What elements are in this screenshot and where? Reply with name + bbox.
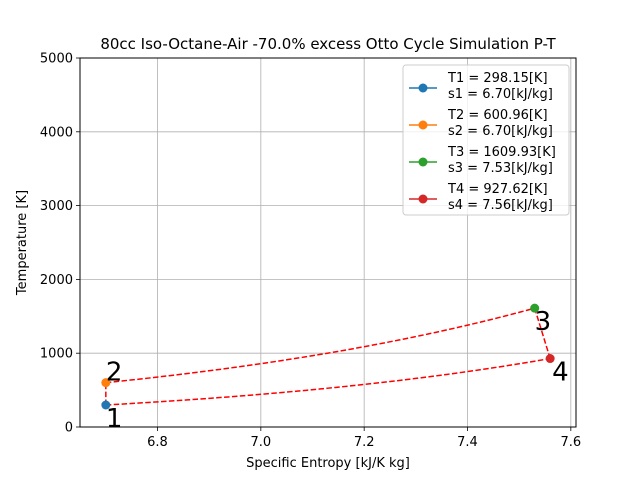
legend-entry-text: s1 = 6.70[kJ/kg]	[448, 87, 553, 102]
legend-marker-1	[418, 83, 428, 93]
state-label-3: 3	[535, 307, 552, 337]
state-label-2: 2	[106, 358, 123, 388]
axis-ticks: 6.8 7.0 7.2 7.4 7.6 0 1000 2000 3000 4000 5000	[40, 52, 581, 451]
legend-entry-text: s2 = 6.70[kJ/kg]	[448, 124, 553, 139]
y-tick-label: 0	[65, 421, 73, 436]
state-point-1	[101, 400, 111, 410]
legend-entry-text: T4 = 927.62[K]	[447, 182, 548, 197]
x-axis-label: Specific Entropy [kJ/K kg]	[246, 456, 410, 471]
state-label-1: 1	[106, 404, 123, 434]
state-label-4: 4	[552, 358, 569, 388]
legend-box	[402, 64, 570, 216]
plot-frame	[79, 57, 577, 428]
state-points: 1 2 34	[101, 303, 569, 434]
legend-entry-text: s3 = 7.53[kJ/kg]	[448, 161, 553, 176]
legend-marker-4	[418, 194, 428, 204]
y-tick-label: 5000	[40, 52, 73, 67]
y-tick-label: 2000	[40, 273, 73, 288]
legend: T1 = 298.15[K]s1 = 6.70[kJ/kg] T2 = 600.9…	[402, 64, 570, 216]
chart-title: 80cc Iso-Octane-Air -70.0% excess Otto C…	[100, 35, 556, 53]
legend-entry-text: s4 = 7.56[kJ/kg]	[448, 198, 553, 213]
legend-entry-text: T1 = 298.15[K]	[447, 71, 548, 86]
y-tick-label: 4000	[40, 125, 73, 140]
y-axis-label: Temperature [K]	[15, 190, 30, 296]
x-tick-label: 7.6	[560, 435, 581, 450]
process-3-4	[533, 307, 551, 359]
state-point-3	[530, 303, 540, 313]
legend-entry-text: T3 = 1609.93[K]	[447, 145, 556, 160]
x-tick-label: 7.4	[457, 435, 478, 450]
legend-entry-text: T2 = 600.96[K]	[447, 108, 548, 123]
y-tick-label: 3000	[40, 199, 73, 214]
process-4-1	[105, 357, 551, 406]
x-tick-label: 7.0	[250, 435, 271, 450]
process-2-3	[105, 307, 535, 384]
y-tick-label: 1000	[40, 347, 73, 362]
state-point-4	[545, 354, 555, 364]
state-point-2	[101, 378, 111, 388]
x-tick-label: 7.2	[354, 435, 375, 450]
legend-marker-2	[418, 120, 428, 130]
x-tick-label: 6.8	[147, 435, 168, 450]
legend-marker-3	[418, 157, 428, 167]
